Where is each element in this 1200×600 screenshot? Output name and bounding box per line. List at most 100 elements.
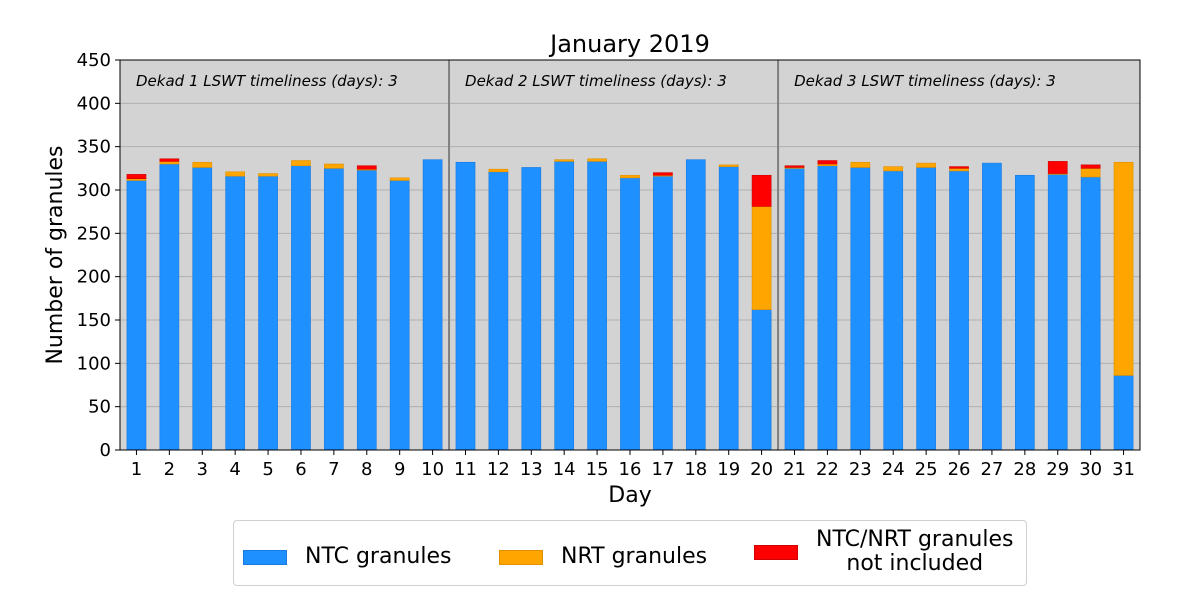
x-tick-label: 1	[131, 459, 142, 480]
x-tick-label: 7	[328, 459, 339, 480]
x-tick-label: 21	[783, 459, 806, 480]
bar-ntc	[554, 161, 575, 451]
x-tick-label: 6	[295, 459, 306, 480]
y-tick-label: 400	[77, 93, 111, 114]
bar-nrt	[1080, 168, 1101, 178]
bar-ntc	[653, 175, 673, 451]
bar-ntc	[356, 169, 377, 451]
y-axis-label: Number of granules	[43, 145, 68, 364]
bar-nrt	[324, 163, 344, 169]
x-tick-label: 11	[454, 459, 477, 480]
bar-nrt	[291, 160, 311, 167]
bar-nrt	[883, 166, 904, 172]
legend-item-excluded: NTC/NRT granules not included	[754, 528, 1013, 576]
bar-nrt	[225, 171, 246, 177]
bar-nrt	[192, 161, 213, 168]
dekad-dividers	[448, 60, 780, 450]
y-tick-label: 150	[77, 310, 111, 331]
bar-nrt	[949, 168, 969, 172]
bar-ntc	[389, 180, 410, 451]
x-tick-label: 16	[619, 459, 642, 480]
bar-nrt	[620, 174, 640, 179]
bar-ntc	[751, 309, 772, 451]
y-tick-label: 50	[88, 397, 111, 418]
bar-nrt	[850, 161, 871, 168]
x-tick-label: 31	[1112, 459, 1135, 480]
legend-swatch-ntc	[243, 549, 287, 565]
bar-ntc	[1047, 174, 1068, 451]
x-axis-label: Day	[608, 483, 651, 508]
x-tick-label: 15	[586, 459, 609, 480]
bar-ntc	[817, 165, 838, 451]
bar-excluded	[751, 174, 772, 207]
x-tick-label: 22	[816, 459, 839, 480]
bar-excluded	[159, 158, 180, 162]
y-tick-label: 350	[77, 137, 111, 158]
bar-excluded	[1047, 161, 1068, 174]
x-tick-label: 18	[684, 459, 707, 480]
x-tick-label: 5	[262, 459, 273, 480]
legend-swatch-nrt	[499, 549, 543, 565]
bar-excluded	[126, 174, 147, 180]
bar-nrt	[587, 158, 607, 162]
x-tick-label: 28	[1013, 459, 1036, 480]
x-tick-label: 20	[750, 459, 773, 480]
bar-ntc	[521, 167, 542, 451]
bar-ntc	[455, 161, 476, 451]
bar-nrt	[488, 168, 509, 173]
bar-ntc	[1080, 176, 1101, 451]
legend-label-nrt: NRT granules	[561, 544, 708, 569]
bar-excluded	[949, 166, 969, 169]
bar-ntc	[126, 180, 147, 451]
bar-nrt	[159, 161, 180, 165]
bar-ntc	[883, 170, 904, 451]
x-tick-label: 19	[717, 459, 740, 480]
dekad-label: Dekad 3 LSWT timeliness (days): 3	[794, 72, 1056, 90]
y-tick-label: 300	[77, 180, 111, 201]
bar-ntc	[982, 162, 1002, 451]
x-tick-label: 17	[651, 459, 674, 480]
bar-ntc	[850, 167, 871, 451]
chart-title: January 2019	[548, 30, 710, 58]
bar-nrt	[751, 206, 772, 310]
bar-ntc	[916, 167, 936, 451]
bar-excluded	[817, 160, 838, 165]
x-tick-label: 25	[915, 459, 938, 480]
bar-ntc	[784, 168, 805, 451]
bar-nrt	[1113, 161, 1134, 376]
bar-excluded	[356, 165, 377, 170]
bar-excluded	[653, 172, 673, 176]
x-tick-label: 13	[520, 459, 543, 480]
x-tick-label: 3	[197, 459, 208, 480]
dekad-labels: Dekad 1 LSWT timeliness (days): 3 Dekad 2…	[136, 72, 1056, 90]
x-tick-label: 30	[1079, 459, 1102, 480]
bar-ntc	[159, 163, 180, 451]
legend-label-excluded: NTC/NRT granules not included	[816, 528, 1013, 576]
bar-ntc	[949, 170, 969, 451]
legend-item-ntc: NTC granules	[243, 545, 451, 569]
legend-swatch-excluded	[754, 544, 798, 560]
x-tick-label: 23	[849, 459, 872, 480]
bar-ntc	[1014, 174, 1035, 451]
bar-ntc	[718, 166, 739, 451]
legend: NTC granules NRT granules NTC/NRT granul…	[233, 520, 1027, 586]
x-tick-label: 4	[229, 459, 240, 480]
bar-ntc	[422, 159, 443, 451]
legend-label-ntc: NTC granules	[305, 544, 452, 569]
y-tick-label: 0	[100, 440, 111, 461]
bar-ntc	[258, 175, 278, 451]
legend-label-excluded-line2: not included	[846, 551, 984, 576]
bar-ntc	[225, 175, 246, 451]
bar-nrt	[718, 164, 739, 167]
y-tick-label: 200	[77, 267, 111, 288]
bar-ntc	[192, 167, 213, 451]
bar-ntc	[685, 159, 706, 451]
dekad-label: Dekad 2 LSWT timeliness (days): 3	[465, 72, 727, 90]
bar-ntc	[587, 161, 607, 451]
x-tick-label: 8	[361, 459, 372, 480]
bar-excluded	[784, 165, 805, 168]
dekad-label: Dekad 1 LSWT timeliness (days): 3	[136, 72, 398, 90]
x-tick-label: 29	[1046, 459, 1069, 480]
bar-excluded	[1080, 164, 1101, 169]
bar-ntc	[1113, 375, 1134, 451]
